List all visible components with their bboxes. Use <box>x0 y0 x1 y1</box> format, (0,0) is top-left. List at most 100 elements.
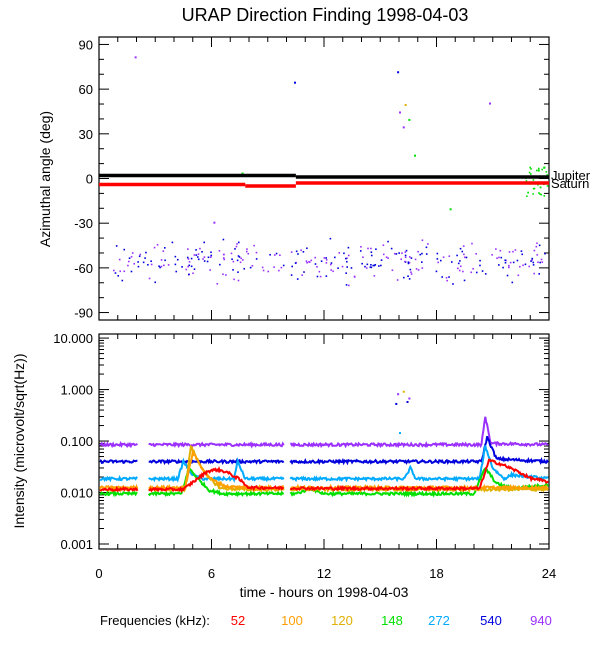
intensity-xtick-label: 0 <box>95 566 102 581</box>
azimuth-point <box>255 258 258 260</box>
azimuth-point <box>402 276 405 279</box>
azimuth-point <box>399 111 401 114</box>
azimuth-point <box>446 279 448 282</box>
azimuth-point <box>216 282 219 285</box>
azimuth-point <box>404 260 406 263</box>
azimuth-point <box>519 265 521 268</box>
azimuth-point <box>188 260 191 263</box>
azimuth-point <box>158 265 160 268</box>
azimuth-point <box>500 256 503 259</box>
azimuth-point <box>463 279 466 282</box>
azimuth-point <box>190 257 193 260</box>
azimuth-point <box>505 259 507 262</box>
azimuth-point <box>408 256 411 258</box>
azimuth-point <box>387 257 389 259</box>
azimuth-point <box>546 185 549 187</box>
azimuth-point <box>380 259 383 261</box>
azimuth-point <box>382 244 385 247</box>
azimuth-point <box>449 208 452 211</box>
azimuth-point <box>273 254 276 256</box>
azimuth-point <box>402 126 405 129</box>
intensity-ytick-label: 1.000 <box>60 383 93 398</box>
azimuth-point <box>275 252 278 255</box>
azimuth-point <box>300 249 302 252</box>
azimuth-point <box>537 169 540 172</box>
legend-item-940: 940 <box>530 613 552 628</box>
azimuth-point <box>504 259 507 262</box>
azimuth-point <box>370 266 373 269</box>
intensity-xtick-label: 24 <box>542 566 556 581</box>
azimuth-point <box>153 246 156 249</box>
azimuth-point <box>144 257 146 259</box>
azimuth-point <box>163 264 165 267</box>
azimuth-point <box>459 247 462 250</box>
azimuth-point <box>115 245 118 247</box>
azimuth-point <box>238 256 241 258</box>
azimuth-point <box>347 254 350 257</box>
azimuth-point <box>417 269 420 271</box>
azimuth-point <box>203 241 206 244</box>
azimuth-point <box>511 281 514 284</box>
azimuth-point <box>345 257 347 260</box>
azimuth-point <box>329 263 332 266</box>
azimuth-point <box>457 262 460 265</box>
azimuth-point <box>218 250 221 252</box>
azimuth-point <box>458 269 461 272</box>
azimuth-ytick-label: 60 <box>79 82 93 97</box>
azimuth-point <box>365 267 368 269</box>
azimuth-point <box>201 251 203 253</box>
azimuth-point <box>522 264 524 267</box>
azimuth-point <box>176 258 179 261</box>
azimuth-point <box>362 256 364 259</box>
azimuth-point <box>544 252 546 255</box>
azimuth-point <box>450 261 453 263</box>
azimuth-point <box>369 266 372 268</box>
azimuth-point <box>164 259 166 262</box>
azimuth-point <box>186 256 189 259</box>
intensity-xtick-label: 6 <box>208 566 215 581</box>
azimuth-point <box>210 254 213 257</box>
azimuth-point <box>421 267 424 269</box>
azimuth-point <box>421 261 423 263</box>
azimuth-point <box>303 271 305 273</box>
azimuth-point <box>404 104 407 107</box>
azimuth-point <box>130 255 133 258</box>
azimuth-ytick-label: 90 <box>79 37 93 52</box>
azimuth-point <box>222 238 225 241</box>
azimuth-point <box>181 266 183 268</box>
azimuth-point <box>370 247 372 250</box>
azimuth-point <box>514 249 517 251</box>
azimuth-point <box>545 171 548 173</box>
azimuth-point <box>167 264 170 266</box>
azimuth-point <box>232 260 235 263</box>
azimuth-point <box>395 253 398 255</box>
azimuth-point <box>462 245 465 247</box>
frequency-legend: Frequencies (kHz): 52 100 120 148 272 540 940 <box>100 613 552 628</box>
azimuth-point <box>508 266 510 269</box>
azimuth-point <box>360 245 362 248</box>
azimuth-point <box>330 269 333 271</box>
azimuth-point <box>236 259 239 262</box>
azimuth-point <box>160 259 163 261</box>
azimuth-point <box>306 261 308 264</box>
azimuth-point <box>127 264 129 267</box>
azimuth-point <box>249 266 252 269</box>
azimuth-ytick-label: 0 <box>86 172 93 187</box>
azimuth-point <box>546 174 549 176</box>
azimuth-point <box>185 268 188 271</box>
azimuth-point <box>237 279 240 282</box>
azimuth-point <box>273 266 275 268</box>
azimuth-point <box>134 56 137 59</box>
azimuth-ytick-label: -90 <box>74 306 93 321</box>
azimuth-point <box>156 244 159 246</box>
azimuth-point <box>237 255 240 257</box>
azimuth-point <box>297 253 299 255</box>
azimuth-point <box>539 261 541 264</box>
intensity-point <box>406 400 409 403</box>
azimuth-point <box>347 284 350 287</box>
azimuth-point <box>237 241 240 244</box>
azimuth-point <box>532 193 534 195</box>
azimuth-point <box>398 252 400 254</box>
azimuth-point <box>502 266 504 269</box>
